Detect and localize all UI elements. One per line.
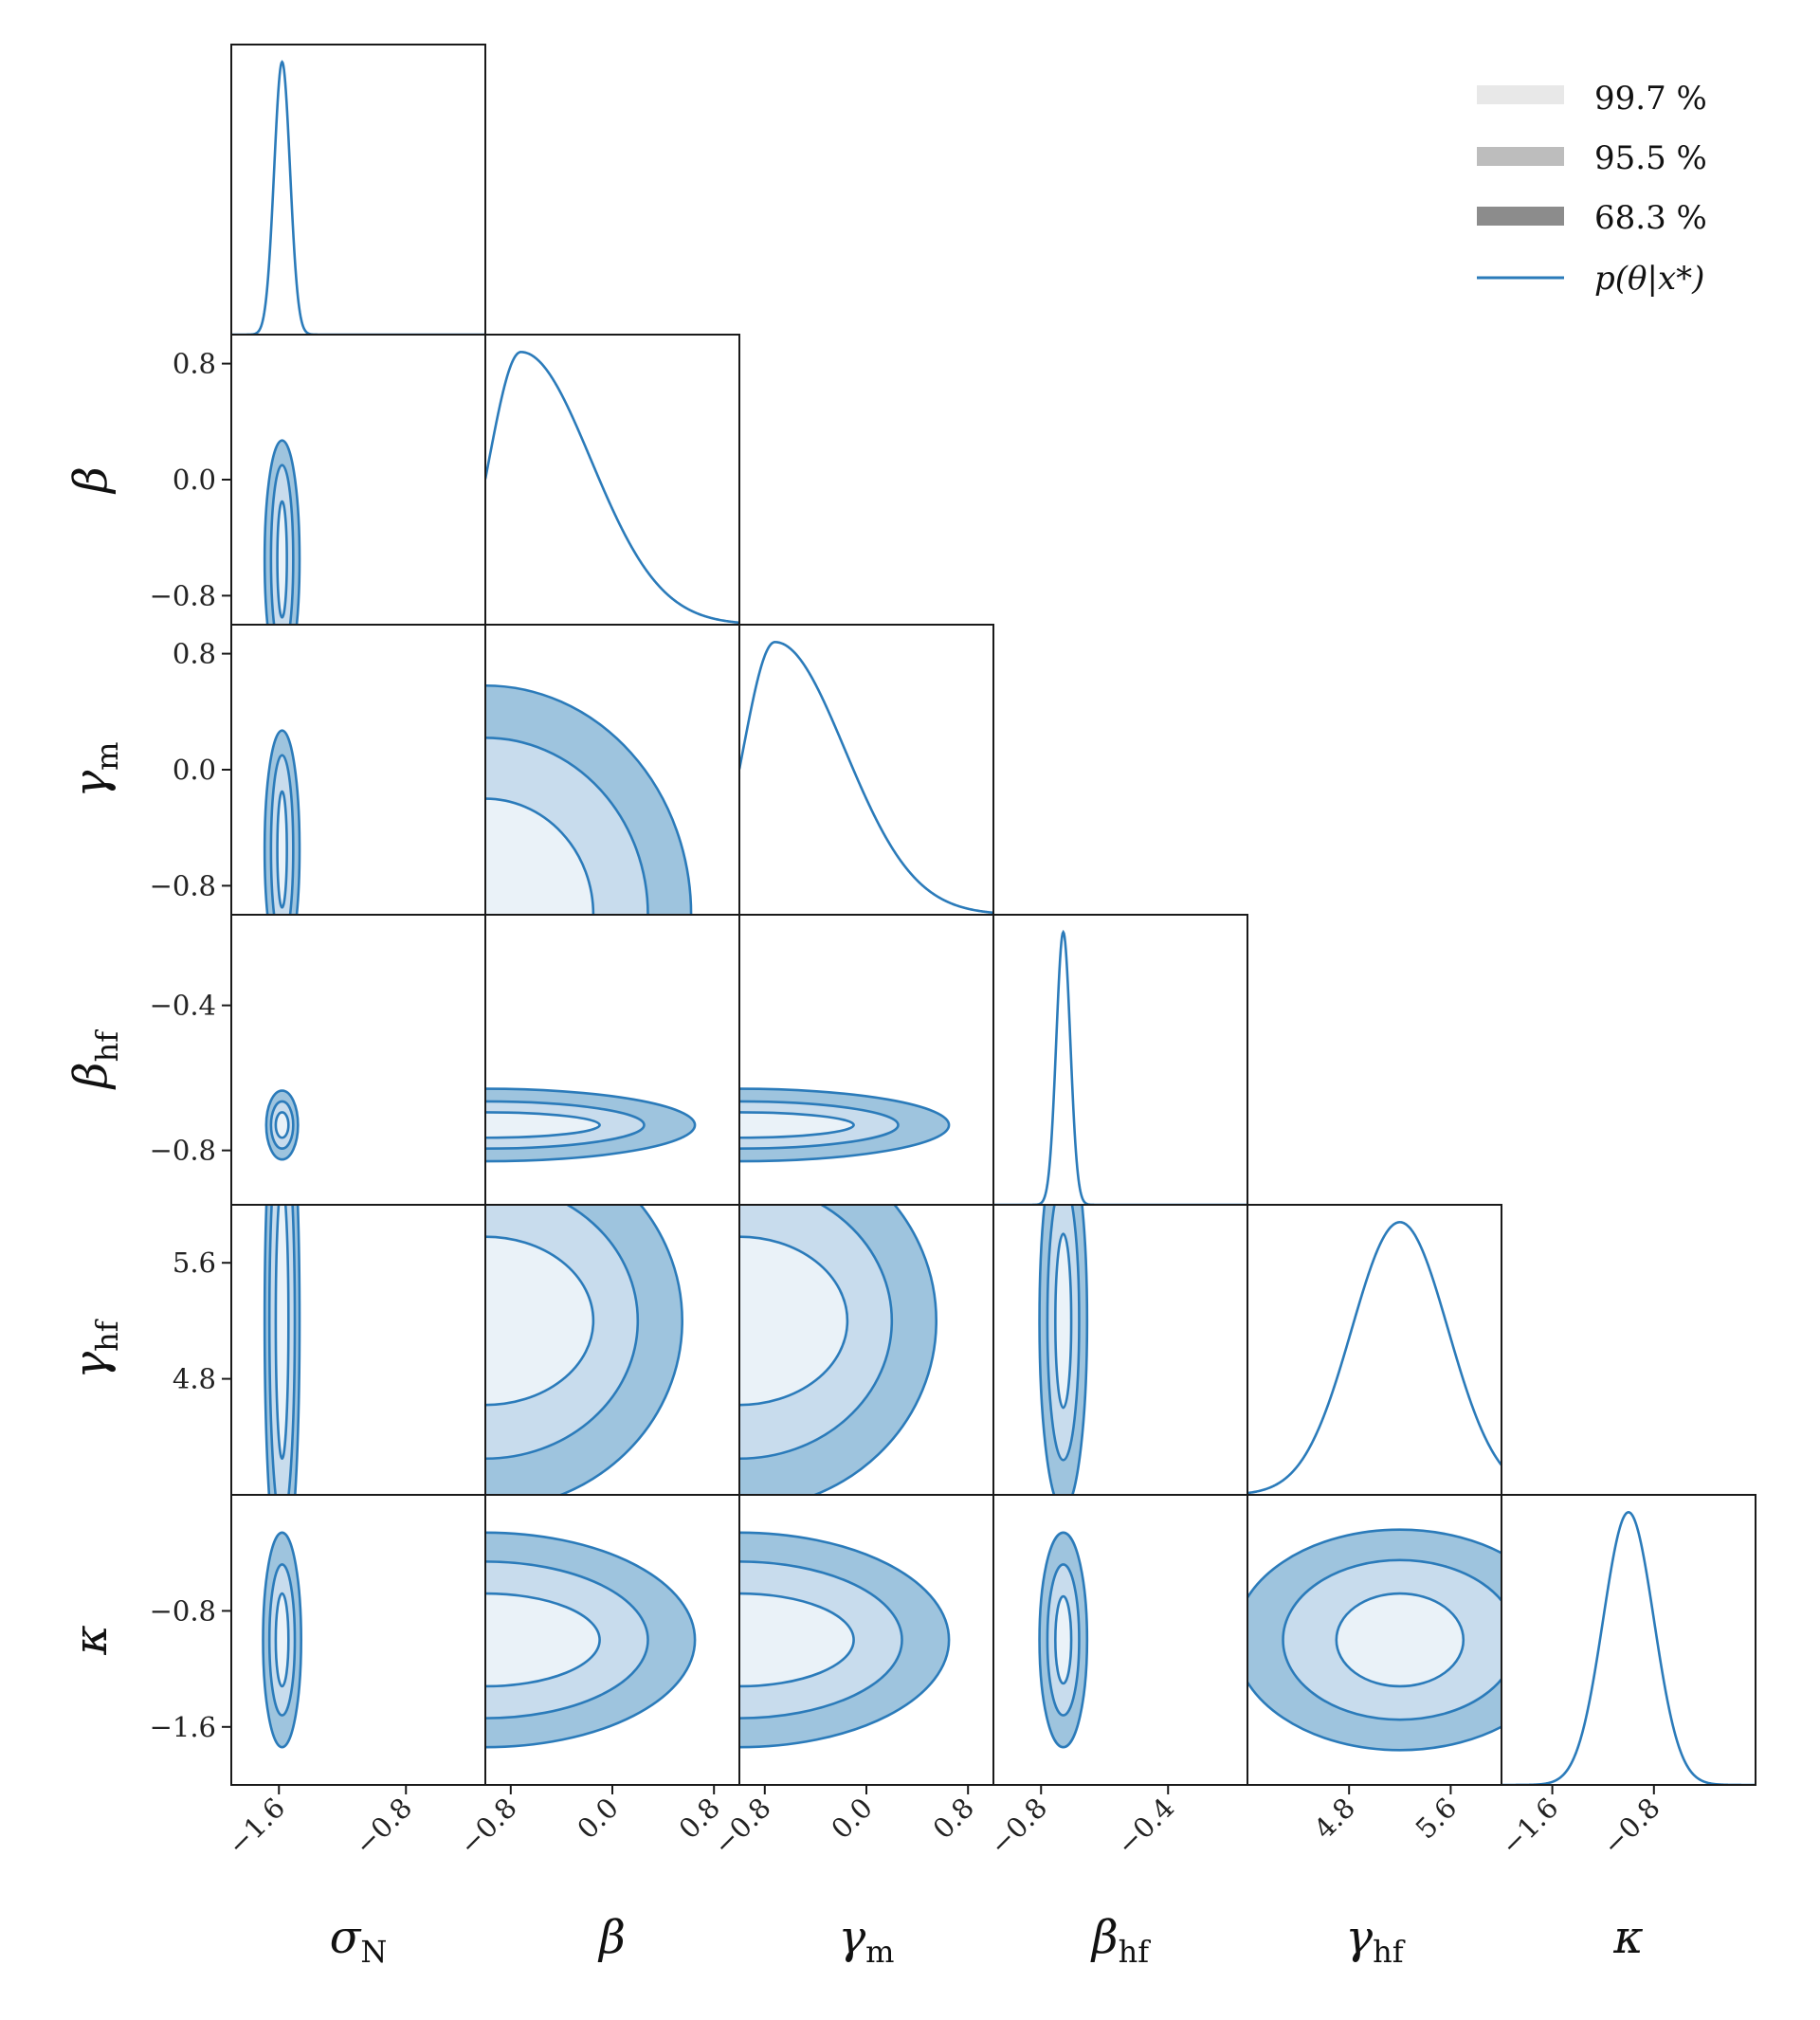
xtick-label-beta-hf: −0.4: [1110, 1792, 1180, 1862]
xlabel-sub-sigma-n: N: [360, 1934, 387, 1970]
contour-gamma-hf-vs-beta: [485, 1205, 683, 1495]
contour-level-inner: [1054, 1594, 1073, 1685]
xlabel-gamma-hf: γhf: [1345, 1911, 1405, 1970]
panel-frame-2-2: [738, 624, 994, 916]
ylabel-beta-hf: βhf: [64, 1029, 125, 1090]
ytick-label-gamma-m: 0.8: [173, 638, 216, 670]
contour-level-inner: [276, 500, 288, 619]
legend-swatch-95-5: [1477, 147, 1564, 166]
contour-gamma-hf-vs-beta-hf: [1038, 1205, 1089, 1495]
ylabel-kappa: κ: [64, 1625, 118, 1655]
contour-level-inner: [1054, 1232, 1073, 1410]
xtick-label-gamma-m: 0.0: [825, 1792, 879, 1846]
contour-level-inner: [274, 1592, 290, 1688]
ytick-label-beta: 0.0: [173, 464, 216, 496]
xtick-label-sigma-n: −0.8: [348, 1792, 418, 1862]
ytick-label-gamma-m: −0.8: [150, 869, 216, 901]
contour-beta-hf-vs-beta: [485, 1087, 697, 1163]
contour-kappa-vs-gamma-m: [739, 1531, 951, 1749]
xtick-label-gamma-m: −0.8: [707, 1792, 777, 1862]
xlabel-gamma-m: γm: [838, 1911, 894, 1970]
panel-frame-3-0: [230, 914, 486, 1206]
xtick-label-beta: −0.8: [453, 1792, 523, 1862]
xtick-label-sigma-n: −1.6: [221, 1792, 291, 1862]
ytick-label-beta: −0.8: [150, 579, 216, 611]
xlabel-sub-gamma-m: m: [865, 1934, 894, 1970]
contour-beta-hf-vs-sigma-n: [264, 1089, 300, 1161]
marginal-gamma-hf: [1247, 1221, 1502, 1495]
contour-level-inner: [274, 1205, 290, 1461]
xlabel-kappa: κ: [1612, 1911, 1643, 1964]
ylabel-sub-gamma-m: m: [89, 741, 125, 770]
ylabel-gamma-m: γm: [64, 741, 125, 797]
contour-level-inner: [739, 1235, 849, 1407]
contour-gamma-hf-vs-sigma-n: [263, 1205, 301, 1495]
contour-level-inner: [274, 1111, 290, 1139]
contour-level-inner: [485, 1111, 601, 1139]
ytick-label-gamma-hf: 4.8: [173, 1363, 216, 1395]
legend-label-posterior: p(θ|x*): [1594, 260, 1704, 298]
xtick-label-gamma-hf: 5.6: [1410, 1792, 1464, 1846]
contour-gamma-m-vs-sigma-n: [263, 729, 301, 915]
legend-label-68-3: 68.3 %: [1594, 199, 1707, 237]
panel-frame-4-4: [1247, 1204, 1502, 1496]
contour-level-inner: [485, 1592, 601, 1688]
xtick-label-beta-hf: −0.8: [983, 1792, 1053, 1862]
contour-kappa-vs-gamma-hf: [1247, 1528, 1502, 1752]
ytick-label-kappa: −0.8: [150, 1594, 216, 1627]
marginal-kappa: [1502, 1511, 1756, 1785]
contour-beta-vs-sigma-n: [263, 439, 301, 625]
ytick-label-beta: 0.8: [173, 348, 216, 380]
xtick-label-gamma-m: 0.8: [926, 1792, 980, 1846]
contour-level-inner: [276, 790, 288, 909]
xtick-label-gamma-hf: 4.8: [1307, 1792, 1361, 1846]
ylabel-gamma-hf: γhf: [64, 1319, 125, 1378]
contour-kappa-vs-sigma-n: [262, 1531, 303, 1749]
marginal-sigma-n: [231, 60, 485, 335]
panels-layer: −0.80.00.8β−0.80.00.8γm−0.8−0.4βhf4.85.6…: [64, 44, 1756, 1970]
contour-level-inner: [1335, 1592, 1465, 1688]
contour-kappa-vs-beta: [485, 1531, 697, 1749]
legend-label-99-7: 99.7 %: [1594, 80, 1707, 118]
marginal-beta: [485, 351, 739, 625]
contour-kappa-vs-beta-hf: [1038, 1531, 1089, 1749]
xtick-label-beta: 0.0: [571, 1792, 625, 1846]
legend-swatch-68-3: [1477, 207, 1564, 226]
xlabel-sub-gamma-hf: hf: [1373, 1934, 1406, 1970]
ytick-label-beta-hf: −0.4: [150, 990, 216, 1022]
legend-label-95-5: 95.5 %: [1594, 139, 1707, 177]
ytick-label-kappa: −1.6: [150, 1711, 216, 1743]
ylabel-sub-gamma-hf: hf: [89, 1319, 125, 1352]
marginal-gamma-m: [739, 641, 993, 915]
panel-frame-4-3: [992, 1204, 1248, 1496]
panel-frame-1-1: [484, 334, 740, 626]
ytick-label-gamma-hf: 5.6: [173, 1247, 216, 1279]
xlabel-sub-beta-hf: hf: [1119, 1934, 1152, 1970]
xlabel-sigma-n: σN: [330, 1911, 388, 1970]
legend: 99.7 % 95.5 % 68.3 % p(θ|x*): [1477, 80, 1707, 298]
contour-gamma-hf-vs-gamma-m: [739, 1205, 937, 1495]
marginal-beta-hf: [993, 929, 1247, 1205]
panel-frame-0-0: [230, 44, 486, 336]
xlabel-beta: β: [597, 1911, 626, 1964]
ylabel-sub-beta-hf: hf: [89, 1029, 125, 1063]
xtick-label-kappa: −1.6: [1495, 1792, 1565, 1862]
panel-frame-5-3: [992, 1494, 1248, 1786]
xlabel-beta-hf: βhf: [1090, 1911, 1151, 1970]
ytick-label-beta-hf: −0.8: [150, 1135, 216, 1167]
panel-frame-5-5: [1501, 1494, 1756, 1786]
panel-frame-3-3: [992, 914, 1248, 1206]
xtick-label-kappa: −0.8: [1596, 1792, 1666, 1862]
ytick-label-gamma-m: 0.0: [173, 754, 216, 786]
legend-swatch-99-7: [1477, 85, 1564, 104]
ylabel-beta: β: [64, 466, 118, 495]
